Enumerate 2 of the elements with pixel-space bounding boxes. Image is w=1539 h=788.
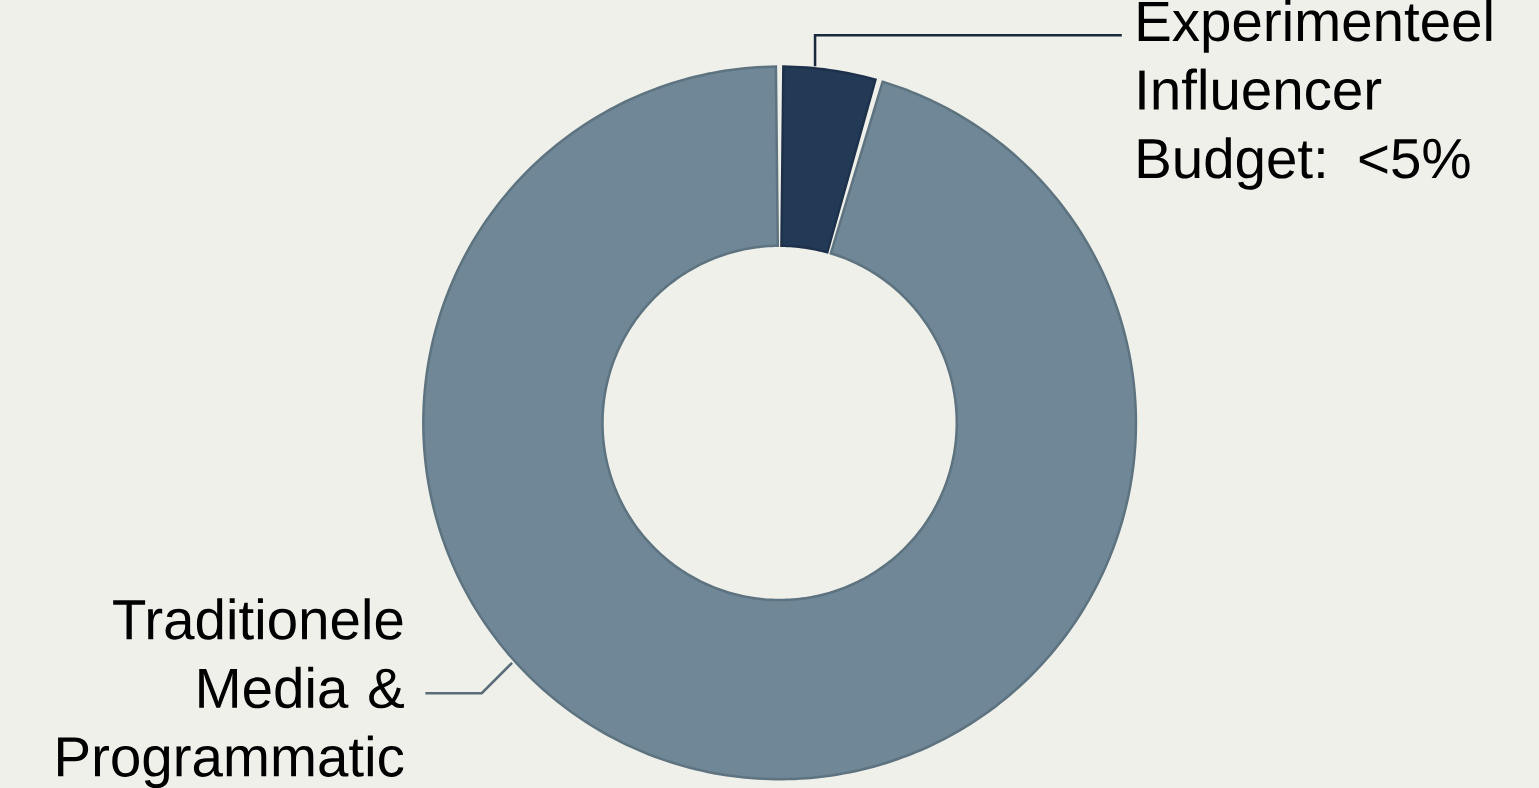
slice-label: Traditionele Media & Programmatic (58, 598, 404, 788)
slice-label: Experimenteel Influencer Budget: <5% (1138, 0, 1492, 190)
